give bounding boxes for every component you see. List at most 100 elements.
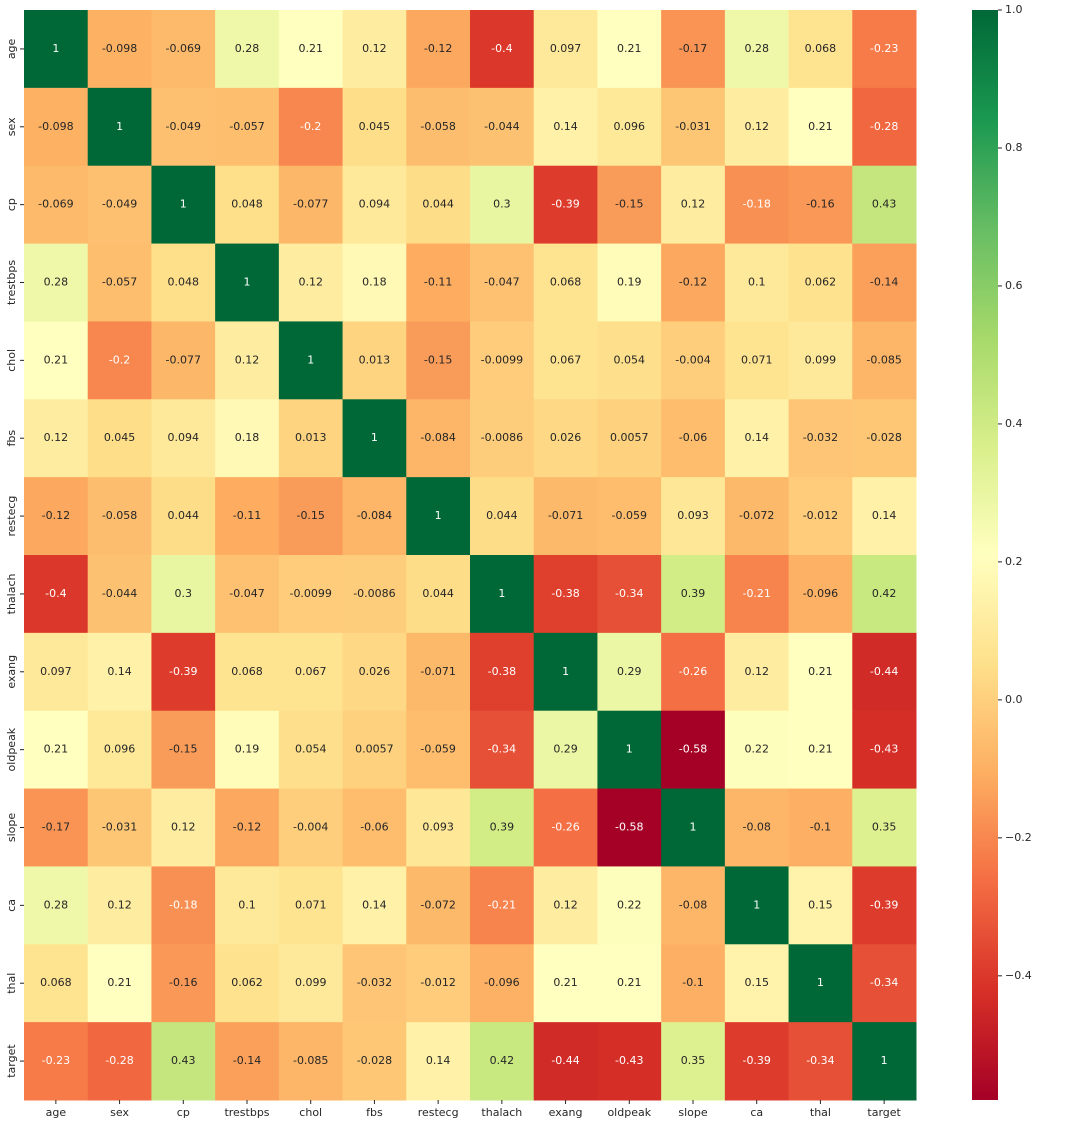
x-tick-label: exang: [549, 1106, 583, 1119]
cell-label: -0.15: [169, 743, 197, 756]
cell-label: -0.16: [806, 198, 834, 211]
cell: [342, 399, 407, 478]
cell-label: 1: [753, 898, 760, 911]
cell: [151, 321, 216, 400]
cell: [151, 243, 216, 322]
cell: [470, 477, 535, 556]
cell-label: -0.096: [484, 976, 519, 989]
cell: [597, 555, 662, 634]
cell-label: -0.028: [866, 431, 901, 444]
cell-label: 0.22: [617, 898, 642, 911]
cell-label: 1: [626, 743, 633, 756]
cell: [661, 165, 726, 245]
cell: [533, 10, 598, 89]
y-tick-label: target: [5, 1044, 18, 1078]
cell-label: 0.054: [614, 353, 646, 366]
cell-label: -0.077: [293, 198, 328, 211]
cell-label: 0.12: [362, 42, 387, 55]
cell: [151, 555, 216, 634]
cell: [470, 10, 535, 89]
cell-label: -0.0099: [289, 587, 331, 600]
cell: [788, 10, 853, 89]
cell-label: 1: [52, 42, 59, 55]
cell-label: -0.17: [42, 821, 70, 834]
cell-label: -0.072: [739, 509, 774, 522]
cell: [470, 710, 535, 790]
cell-label: 1: [562, 665, 569, 678]
cell-label: 0.29: [553, 743, 578, 756]
cell: [724, 1022, 790, 1101]
cell-label: -0.28: [870, 120, 898, 133]
cell-label: -0.44: [551, 1054, 579, 1067]
cell: [24, 710, 89, 790]
cell-label: 0.094: [359, 198, 391, 211]
cell-label: 1: [498, 587, 505, 600]
cell: [278, 321, 344, 400]
cell-label: -0.39: [870, 898, 898, 911]
cell-label: -0.06: [679, 431, 707, 444]
cell: [470, 788, 535, 867]
cell: [151, 165, 216, 245]
cell: [724, 788, 790, 867]
cell: [788, 87, 853, 167]
cell-label: -0.34: [870, 976, 898, 989]
cell-label: -0.069: [38, 198, 73, 211]
cell: [278, 10, 344, 89]
cell: [24, 477, 89, 556]
cell: [661, 321, 726, 400]
cell-label: 0.0057: [610, 431, 649, 444]
cell-label: -0.12: [42, 509, 70, 522]
cell: [24, 1022, 89, 1101]
cell-label: 0.045: [359, 120, 391, 133]
cell: [597, 321, 662, 400]
cell-label: 0.12: [298, 276, 323, 289]
cell-label: 0.39: [490, 821, 515, 834]
x-tick-label: fbs: [366, 1106, 383, 1119]
x-tick-label: oldpeak: [607, 1106, 651, 1119]
cell: [470, 399, 535, 478]
cell-label: -0.057: [102, 276, 137, 289]
cell-label: -0.032: [803, 431, 838, 444]
cell-label: 0.35: [872, 821, 897, 834]
cell-label: -0.096: [803, 587, 838, 600]
cell: [406, 321, 471, 400]
y-tick-label: ca: [5, 899, 18, 912]
cell: [788, 399, 853, 478]
cell-label: -0.058: [420, 120, 455, 133]
cell-label: 0.026: [359, 665, 391, 678]
cell: [342, 710, 407, 790]
cell: [342, 10, 407, 89]
cell-label: -0.012: [803, 509, 838, 522]
cell-label: -0.049: [166, 120, 201, 133]
cell: [852, 1022, 917, 1101]
cell: [87, 87, 152, 167]
cell: [788, 944, 853, 1023]
cell: [470, 866, 535, 945]
colorbar-tick-label: 1.0: [1005, 3, 1023, 16]
cell: [342, 632, 407, 712]
cell: [724, 555, 790, 634]
cell-label: 0.044: [486, 509, 518, 522]
cell-label: 1: [881, 1054, 888, 1067]
cell-label: 0.3: [493, 198, 511, 211]
cell: [661, 87, 726, 167]
cell: [342, 321, 407, 400]
cell-label: 0.12: [681, 198, 706, 211]
cell: [724, 165, 790, 245]
cell-label: 0.044: [422, 587, 454, 600]
cell: [597, 165, 662, 245]
cell-label: 0.12: [107, 898, 132, 911]
cell: [278, 866, 344, 945]
cell: [788, 632, 853, 712]
cell: [87, 165, 152, 245]
cell-label: -0.08: [679, 898, 707, 911]
cell: [278, 1022, 344, 1101]
cell-label: -0.44: [870, 665, 898, 678]
cell-label: -0.18: [742, 198, 770, 211]
cell: [24, 555, 89, 634]
y-tick-label: fbs: [5, 430, 18, 447]
cell: [278, 243, 344, 322]
cell-label: 0.067: [550, 353, 582, 366]
cell-label: -0.43: [870, 743, 898, 756]
